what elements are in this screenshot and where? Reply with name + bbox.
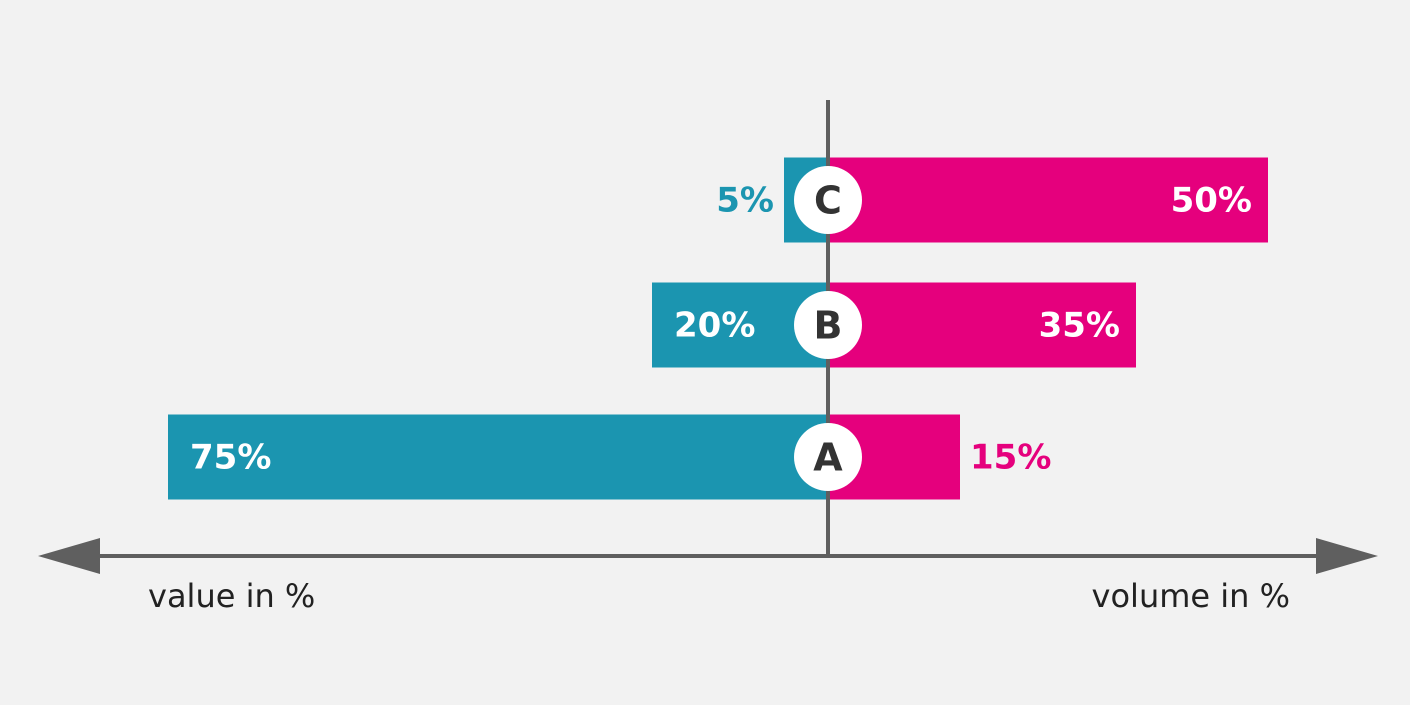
value-label: 50%: [1171, 181, 1252, 221]
category-badge: [794, 423, 862, 491]
category-badge: [794, 166, 862, 234]
value-label: 35%: [1039, 306, 1120, 346]
value-label: 20%: [674, 306, 755, 346]
value-label: 5%: [716, 181, 774, 221]
category-badge: [794, 291, 862, 359]
axis-label-right: volume in %: [1092, 577, 1290, 615]
bar: [168, 414, 828, 500]
value-label: 75%: [190, 438, 271, 478]
category-label: A: [813, 436, 843, 480]
arrow-right: [1316, 538, 1378, 574]
category-label: B: [814, 304, 843, 348]
category-label: C: [814, 179, 842, 223]
bar: [828, 157, 1268, 243]
arrow-left: [38, 538, 100, 574]
bar: [828, 282, 1136, 368]
value-label: 15%: [970, 438, 1051, 478]
axis-label-left: value in %: [148, 577, 315, 615]
labels: 75% 20% 5% 15% 35% 50% A B C: [190, 166, 1252, 491]
